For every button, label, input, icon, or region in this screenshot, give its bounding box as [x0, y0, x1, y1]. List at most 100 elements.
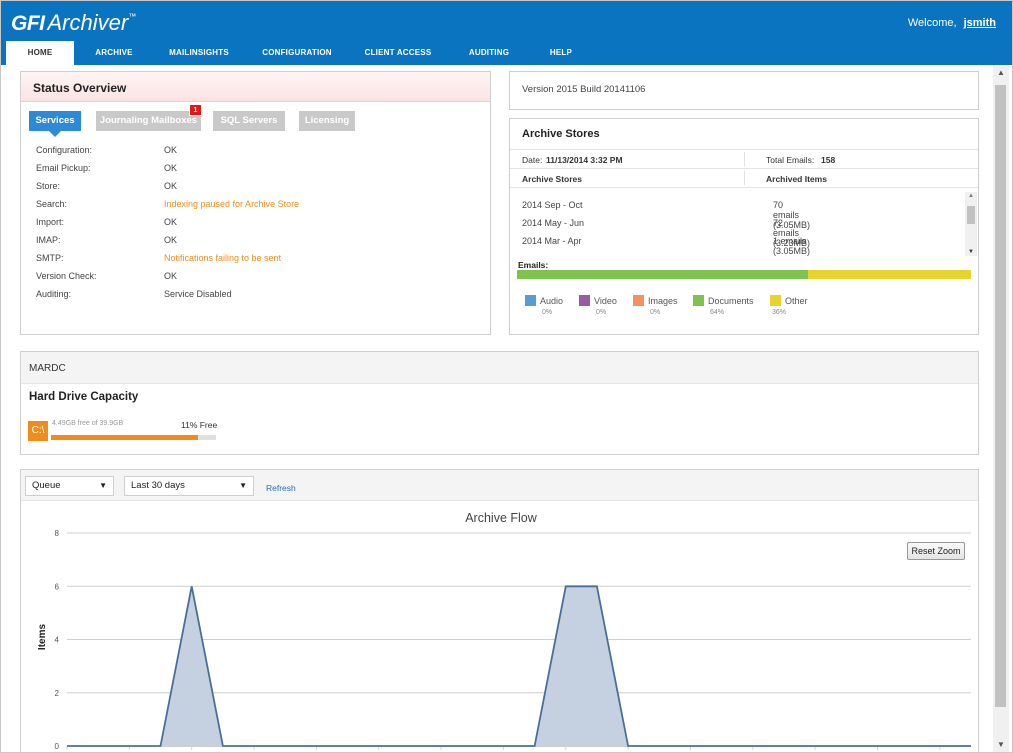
version-panel: Version 2015 Build 20141106: [509, 71, 979, 110]
service-status: OK: [164, 163, 178, 173]
logo-brand-bold: GFI: [11, 12, 45, 35]
dropdown-arrow-icon: ▼: [239, 481, 247, 490]
drive-free-text: 4.49GB free of 39.9GB: [52, 420, 124, 427]
legend-label: Audio: [540, 296, 564, 306]
username-link[interactable]: jsmith: [963, 17, 996, 29]
date-value: 11/13/2014 3:32 PM: [546, 155, 623, 165]
service-status: Service Disabled: [164, 289, 232, 299]
hard-drive-capacity-title: Hard Drive Capacity: [29, 391, 139, 403]
nav-home[interactable]: Home: [6, 41, 74, 65]
service-status: OK: [164, 271, 178, 281]
series-area-fill: [67, 586, 971, 746]
service-status-warning[interactable]: Indexing paused for Archive Store: [164, 199, 300, 209]
drive-usage-fill: [51, 435, 198, 440]
legend-label: Video: [594, 296, 617, 306]
scroll-down-arrow-icon[interactable]: ▼: [968, 249, 974, 255]
table-row[interactable]: 2014 Sep - Oct 70 emails (3.05MB): [522, 200, 810, 230]
column-divider: [744, 171, 745, 185]
legend-video: Video 0%: [579, 295, 617, 316]
store-items: 70 emails (3.05MB): [773, 200, 811, 230]
archive-flow-toolbar: Queue ▼ Last 30 days ▼ Refresh: [21, 470, 978, 501]
server-header: MARDC: [21, 352, 978, 384]
service-name: Import:: [36, 217, 65, 227]
store-name: 2014 Sep - Oct: [522, 200, 583, 210]
legend-percent: 64%: [710, 309, 725, 316]
legend-percent: 0%: [596, 309, 607, 316]
store-name: 2014 May - Jun: [522, 218, 585, 228]
column-header-stores[interactable]: Archive Stores: [522, 174, 582, 184]
welcome-message: Welcome, jsmith: [908, 17, 996, 29]
status-overview-header: Status Overview: [21, 72, 490, 102]
legend-percent: 36%: [772, 309, 787, 316]
nav-mailinsights[interactable]: MailInsights: [169, 48, 229, 57]
server-panel: MARDC Hard Drive Capacity C:\ 4.49GB fre…: [20, 351, 979, 455]
emails-label: Emails:: [518, 260, 549, 270]
logo-brand-name: Archiver: [47, 10, 129, 35]
table-row[interactable]: 2014 May - Jun 72 emails (3.23MB): [522, 218, 810, 248]
page-scroll-thumb[interactable]: [995, 85, 1006, 707]
top-header: GFI Archiver™ Welcome, jsmith Home Archiv…: [1, 1, 1012, 65]
service-name: Version Check:: [36, 271, 97, 281]
gfi-archiver-logo[interactable]: GFI Archiver™: [11, 10, 136, 36]
scroll-up-arrow-icon[interactable]: ▲: [997, 68, 1005, 77]
y-tick-label: 2: [55, 689, 60, 698]
store-name: 2014 Mar - Apr: [522, 236, 582, 246]
tab-journaling-mailboxes[interactable]: Journaling Mailboxes: [96, 111, 201, 131]
legend-percent: 0%: [542, 309, 553, 316]
drive-icon: C:\: [28, 421, 48, 441]
service-status: OK: [164, 235, 178, 245]
service-name: Store:: [36, 181, 61, 191]
nav-configuration[interactable]: Configuration: [262, 48, 332, 57]
y-tick-label: 4: [55, 636, 60, 645]
period-select[interactable]: Last 30 days ▼: [124, 476, 254, 496]
scroll-down-arrow-icon[interactable]: ▼: [997, 740, 1005, 749]
column-divider: [744, 152, 745, 166]
tab-services[interactable]: Services: [29, 111, 81, 137]
queue-select[interactable]: Queue ▼: [25, 476, 114, 496]
other-swatch: [770, 295, 781, 306]
legend-label: Other: [785, 296, 808, 306]
documents-swatch: [693, 295, 704, 306]
archive-stores-summary: Date: 11/13/2014 3:32 PM Total Emails: 1…: [510, 149, 978, 169]
service-name: IMAP:: [36, 235, 61, 245]
legend-images: Images 0%: [633, 295, 678, 316]
y-tick-label: 0: [55, 742, 60, 751]
service-status-warning[interactable]: Notifications failing to be sent: [164, 253, 282, 263]
tab-licensing[interactable]: Licensing: [299, 111, 355, 131]
legend-documents: Documents 64%: [693, 295, 754, 316]
service-status: OK: [164, 181, 178, 191]
status-overview-title: Status Overview: [33, 81, 127, 95]
stores-list-scrollbar[interactable]: ▲ ▼: [965, 192, 977, 256]
drive-free-percent: 11% Free: [181, 420, 218, 430]
service-name: Email Pickup:: [36, 163, 91, 173]
server-name: MARDC: [29, 363, 66, 374]
legend-label: Images: [648, 296, 678, 306]
reset-zoom-button[interactable]: Reset Zoom: [907, 542, 965, 560]
nav-client-access[interactable]: Client Access: [364, 48, 432, 57]
period-select-value: Last 30 days: [131, 480, 185, 491]
nav-help[interactable]: Help: [549, 48, 573, 57]
images-swatch: [633, 295, 644, 306]
chart-title: Archive Flow: [465, 511, 538, 525]
archive-stores-list[interactable]: 2014 Sep - Oct 70 emails (3.05MB) 2014 M…: [510, 190, 964, 256]
tab-sql-servers[interactable]: SQL Servers: [213, 111, 285, 131]
table-row[interactable]: 2014 Mar - Apr 1 emails (3.05MB): [522, 236, 810, 256]
date-label: Date:: [522, 155, 543, 165]
store-items: 1 emails (3.05MB): [773, 236, 811, 256]
scroll-up-arrow-icon[interactable]: ▲: [968, 193, 974, 199]
emails-type-bar: [517, 270, 971, 279]
queue-select-value: Queue: [32, 480, 61, 491]
total-emails-label: Total Emails:: [766, 155, 815, 165]
page-scrollbar[interactable]: ▲ ▼: [993, 65, 1009, 752]
legend-other: Other 36%: [770, 295, 808, 316]
scroll-thumb[interactable]: [967, 206, 975, 224]
journaling-alert-badge: 1: [189, 104, 202, 116]
archive-flow-panel: Queue ▼ Last 30 days ▼ Refresh Archive F…: [20, 469, 979, 753]
service-name: Auditing:: [36, 289, 72, 299]
nav-auditing[interactable]: Auditing: [468, 48, 510, 57]
archive-flow-chart[interactable]: Archive Flow Items 0 2 4 6 8: [21, 501, 978, 753]
column-header-items[interactable]: Archived Items: [766, 174, 827, 184]
refresh-link[interactable]: Refresh: [266, 483, 296, 493]
nav-archive[interactable]: Archive: [95, 48, 133, 57]
documents-bar-segment: [517, 270, 808, 279]
